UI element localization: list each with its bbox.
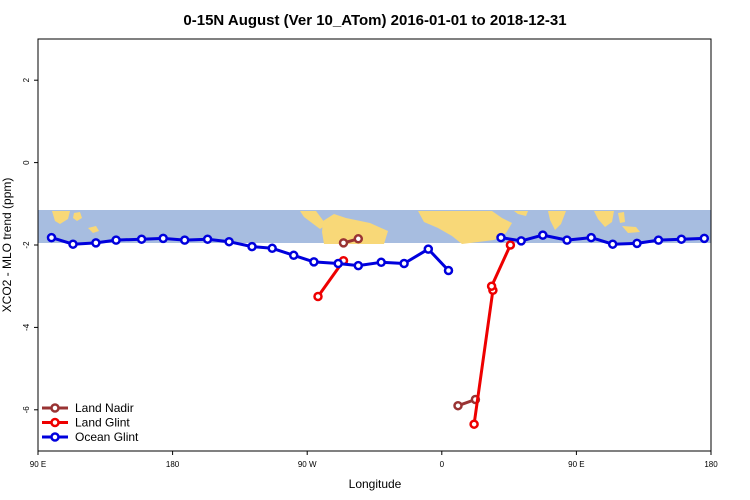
point-ocean-glint-0-8: [224, 236, 234, 247]
point-ocean-glint-0-14: [353, 260, 364, 271]
point-land-glint-1-2: [486, 281, 497, 291]
point-ocean-glint-0-2: [91, 238, 101, 248]
land-indochina: [594, 211, 614, 227]
y-tick-label-0: 2: [22, 77, 31, 82]
point-ocean-glint-1-4: [586, 232, 596, 243]
point-ocean-glint-0-11: [288, 250, 299, 261]
point-ocean-glint-0-1: [68, 239, 78, 249]
point-land-nadir-0-0: [338, 238, 349, 248]
legend-label-land-glint: Land Glint: [75, 416, 130, 430]
axes: 90 E 180 90 W 0 90 E 180 2 0 -2 -4 -6: [22, 77, 718, 469]
land-borneo: [73, 212, 82, 221]
series-land-glint: [313, 240, 516, 429]
series-ocean-glint: [46, 230, 710, 276]
point-ocean-glint-0-10: [267, 243, 277, 254]
point-ocean-glint-1-2: [538, 230, 548, 240]
point-ocean-glint-0-0: [46, 232, 57, 243]
land-south-america: [322, 214, 388, 244]
land-indonesia: [622, 226, 640, 233]
point-ocean-glint-0-17: [423, 244, 434, 254]
x-tick-label-3: 0: [440, 460, 445, 469]
point-ocean-glint-1-1: [516, 236, 526, 246]
point-ocean-glint-0-15: [376, 257, 386, 268]
x-tick-label-2: 90 W: [298, 460, 317, 469]
series-layer: [46, 230, 710, 429]
x-tick-label-4: 90 E: [568, 460, 584, 469]
y-tick-label-2: -2: [22, 241, 31, 249]
y-tick-label-4: -6: [22, 406, 31, 414]
point-ocean-glint-1-6: [632, 238, 642, 249]
point-land-nadir-0-1: [353, 234, 364, 244]
x-tick-label-0: 90 E: [30, 460, 46, 469]
legend-marker-land-glint: [50, 417, 60, 428]
x-axis-label: Longitude: [349, 477, 402, 491]
point-ocean-glint-0-3: [111, 235, 121, 245]
land-southeast-asia: [52, 211, 70, 224]
x-tick-label-5: 180: [704, 460, 718, 469]
point-ocean-glint-0-6: [179, 235, 190, 245]
point-ocean-glint-0-7: [202, 234, 213, 244]
x-tick-label-1: 180: [166, 460, 180, 469]
point-ocean-glint-0-16: [399, 258, 409, 269]
point-land-glint-0-0: [313, 291, 323, 302]
chart-title: 0-15N August (Ver 10_ATom) 2016-01-01 to…: [183, 12, 566, 29]
land-india: [548, 211, 566, 230]
land-new-guinea: [88, 226, 99, 233]
legend-marker-ocean-glint: [50, 432, 60, 442]
land-philippines: [618, 212, 625, 223]
point-ocean-glint-1-5: [607, 239, 618, 249]
point-ocean-glint-0-18: [443, 265, 454, 276]
land-central-america: [300, 211, 326, 229]
point-ocean-glint-0-12: [309, 257, 319, 267]
point-land-nadir-1-0: [453, 400, 463, 411]
y-axis-label: XCO2 - MLO trend (ppm): [0, 178, 14, 313]
land-africa: [418, 211, 512, 244]
y-tick-label-3: -4: [22, 323, 31, 331]
point-land-glint-1-0: [469, 419, 479, 429]
land-arabia: [514, 211, 528, 216]
y-tick-label-1: 0: [22, 160, 31, 165]
point-ocean-glint-0-5: [158, 233, 168, 244]
point-ocean-glint-0-13: [333, 258, 343, 269]
legend-label-land-nadir: Land Nadir: [75, 401, 134, 415]
legend-marker-land-nadir: [50, 403, 60, 413]
map-land: [52, 211, 640, 244]
point-ocean-glint-1-0: [496, 232, 506, 243]
point-land-glint-1-3: [505, 240, 516, 250]
legend-label-ocean-glint: Ocean Glint: [75, 430, 139, 444]
point-ocean-glint-1-3: [562, 235, 572, 245]
point-ocean-glint-1-8: [676, 234, 687, 244]
point-ocean-glint-0-4: [136, 234, 147, 244]
point-ocean-glint-0-9: [247, 241, 257, 252]
point-ocean-glint-1-9: [699, 233, 710, 244]
point-ocean-glint-1-7: [653, 235, 664, 245]
series-line-ocean-glint-1: [500, 233, 705, 246]
